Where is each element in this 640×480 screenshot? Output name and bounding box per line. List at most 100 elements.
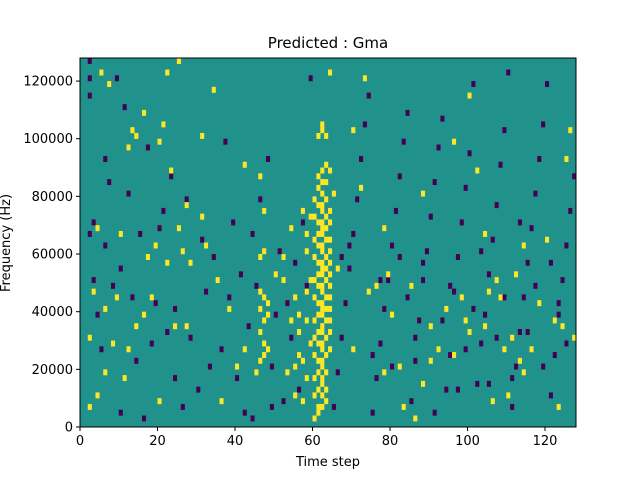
heatmap-cell-low xyxy=(556,300,561,307)
heatmap-cell-high xyxy=(320,346,325,353)
heatmap-cell-low xyxy=(459,219,464,226)
heatmap-cell-high xyxy=(324,386,329,393)
heatmap-cell-high xyxy=(126,144,131,151)
heatmap-cell-high xyxy=(320,219,325,226)
heatmap-cell-high xyxy=(130,127,135,134)
heatmap-cell-low xyxy=(494,334,499,341)
heatmap-cell-high xyxy=(262,248,267,255)
y-tick-label: 120000 xyxy=(23,75,73,90)
heatmap-cell-low xyxy=(157,225,162,232)
heatmap-cell-high xyxy=(316,242,321,249)
heatmap-cell-high xyxy=(328,328,333,335)
heatmap-cell-high xyxy=(320,357,325,364)
heatmap-cell-low xyxy=(173,375,178,382)
heatmap-cell-high xyxy=(304,230,309,237)
heatmap-cell-high xyxy=(297,328,302,335)
heatmap-cell-high xyxy=(467,92,472,99)
heatmap-cell-high xyxy=(467,328,472,335)
heatmap-cell-high xyxy=(254,369,259,376)
heatmap-cell-high xyxy=(304,317,309,324)
heatmap-cell-high xyxy=(157,138,162,145)
chart-title: Predicted : Gma xyxy=(268,34,388,52)
heatmap-cell-low xyxy=(266,156,271,162)
heatmap-cell-low xyxy=(258,196,263,203)
heatmap-cell-high xyxy=(258,173,263,180)
heatmap-cell-low xyxy=(525,259,530,266)
heatmap-cell-high xyxy=(444,305,449,312)
heatmap-cell-high xyxy=(180,248,185,255)
heatmap-cell-high xyxy=(328,69,333,76)
heatmap-cell-low xyxy=(421,259,426,266)
heatmap-cell-low xyxy=(471,81,476,88)
heatmap-cell-low xyxy=(440,317,445,324)
heatmap-cell-high xyxy=(324,213,329,220)
heatmap-cell-high xyxy=(320,375,325,382)
heatmap-cell-low xyxy=(405,294,410,301)
heatmap-cell-high xyxy=(258,305,263,312)
heatmap-cell-high xyxy=(173,323,178,330)
heatmap-cell-low xyxy=(572,173,577,180)
heatmap-cell-high xyxy=(324,161,329,168)
y-tick-label: 60000 xyxy=(32,248,73,263)
heatmap-cell-high xyxy=(289,317,294,324)
heatmap-cell-high xyxy=(262,340,267,347)
heatmap-cell-low xyxy=(517,219,522,226)
heatmap-cell-low xyxy=(486,380,491,387)
heatmap-cell-low xyxy=(374,375,379,382)
heatmap-cell-high xyxy=(331,190,336,197)
heatmap-cell-high xyxy=(273,271,278,278)
heatmap-cell-high xyxy=(366,288,371,295)
heatmap-cell-high xyxy=(118,230,123,237)
heatmap-cell-high xyxy=(328,282,333,289)
heatmap-cell-high xyxy=(560,323,565,330)
heatmap-cell-low xyxy=(548,392,553,399)
heatmap-cell-low xyxy=(118,409,123,416)
heatmap-cell-low xyxy=(165,328,170,335)
heatmap-cell-high xyxy=(421,380,426,387)
heatmap-cell-low xyxy=(331,403,336,410)
heatmap-cell-low xyxy=(138,230,143,237)
heatmap-cell-high xyxy=(87,403,92,410)
heatmap-cell-high xyxy=(95,225,100,232)
heatmap-cell-high xyxy=(219,398,224,405)
heatmap-cell-high xyxy=(316,403,321,410)
heatmap-cell-high xyxy=(351,127,356,134)
heatmap-cell-high xyxy=(184,323,189,330)
heatmap-cell-high xyxy=(316,340,321,347)
heatmap-cell-low xyxy=(122,104,127,111)
heatmap-cell-low xyxy=(494,202,499,209)
heatmap-cell-high xyxy=(87,334,92,341)
heatmap-cell-high xyxy=(312,375,317,382)
heatmap-cell-high xyxy=(397,363,402,370)
heatmap-cell-high xyxy=(483,230,488,237)
heatmap-cell-high xyxy=(568,127,573,134)
heatmap-cell-high xyxy=(142,109,147,116)
y-axis: 0 20000 40000 60000 80000 100000 120000 xyxy=(23,75,80,436)
heatmap-cell-high xyxy=(157,398,162,405)
heatmap-cell-low xyxy=(153,300,158,307)
heatmap-cell-high xyxy=(316,230,321,237)
heatmap-cell-low xyxy=(362,121,367,128)
heatmap-cell-high xyxy=(401,403,406,410)
heatmap-cell-high xyxy=(320,179,325,186)
heatmap-cell-low xyxy=(343,300,348,307)
heatmap-cell-low xyxy=(448,282,453,289)
heatmap-cell-high xyxy=(200,213,205,220)
heatmap-cell-low xyxy=(366,92,371,99)
heatmap-cell-high xyxy=(107,81,112,88)
heatmap-cell-high xyxy=(320,340,325,347)
heatmap-cell-low xyxy=(514,363,519,370)
heatmap-cell-low xyxy=(223,138,228,145)
heatmap-cells xyxy=(87,58,577,422)
heatmap-cell-low xyxy=(564,340,569,347)
heatmap-cell-low xyxy=(308,75,313,82)
heatmap-cell-high xyxy=(324,196,329,203)
heatmap-cell-high xyxy=(134,323,139,330)
heatmap-cell-low xyxy=(537,156,542,162)
heatmap-cell-low xyxy=(545,81,550,88)
heatmap-cell-high xyxy=(529,346,534,353)
heatmap-cell-high xyxy=(320,265,325,272)
heatmap-cell-low xyxy=(145,144,150,151)
heatmap-cell-high xyxy=(165,259,170,266)
heatmap-cell-high xyxy=(324,254,329,260)
